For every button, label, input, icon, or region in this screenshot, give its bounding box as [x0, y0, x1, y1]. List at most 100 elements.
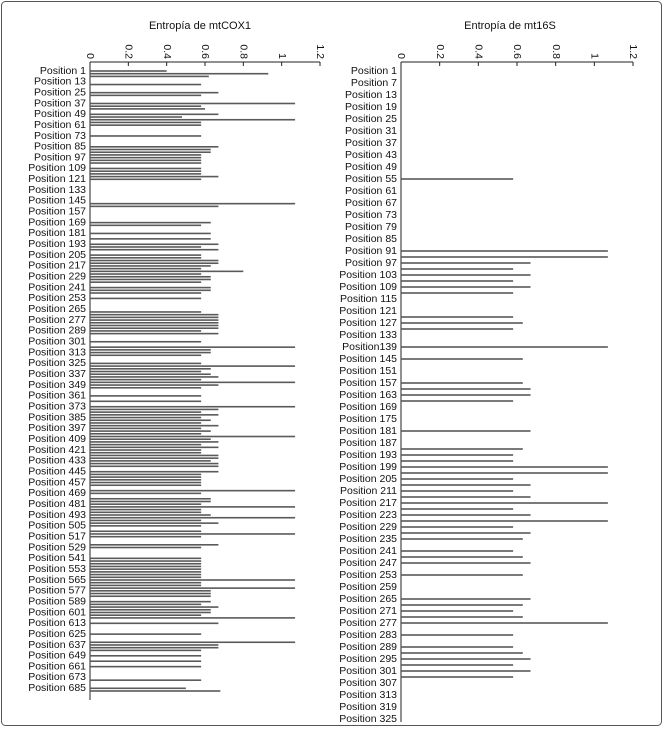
y-tick-label: Position 199: [339, 461, 397, 473]
bar: [90, 506, 296, 508]
bar: [90, 173, 202, 175]
bar: [401, 328, 514, 330]
y-tick-label: Position 97: [34, 151, 86, 163]
bar: [90, 525, 202, 527]
bar: [90, 641, 296, 644]
bar: [401, 322, 523, 324]
bar: [401, 520, 608, 522]
bar: [90, 254, 202, 256]
bar: [90, 600, 211, 603]
y-tick-label: Position 55: [345, 173, 397, 185]
y-tick-label: Position 211: [340, 485, 397, 497]
bar: [401, 646, 514, 648]
y-tick-label: Position 349: [28, 379, 86, 391]
y-tick-label: Position 565: [28, 574, 86, 586]
bar: [401, 610, 514, 612]
bar: [90, 400, 202, 403]
bar: [401, 280, 514, 282]
y-tick-label: Position 397: [28, 422, 86, 434]
bar: [90, 535, 202, 538]
y-tick-label: Position 133: [339, 329, 397, 341]
y-tick-label: Position 241: [339, 545, 397, 557]
bar: [90, 432, 202, 435]
x-tick-label: 1: [589, 53, 601, 59]
bar: [90, 311, 202, 313]
bar: [90, 273, 202, 275]
bar: [90, 349, 211, 351]
bar: [90, 584, 202, 587]
bar: [90, 503, 202, 505]
y-tick-label: Position 127: [339, 317, 397, 329]
y-tick-label: Position 361: [28, 390, 86, 402]
y-tick-label: Position 193: [339, 449, 397, 461]
bar: [90, 278, 211, 281]
x-tick-label: 1: [276, 53, 288, 59]
bar: [90, 533, 296, 535]
y-tick-label: Position 43: [345, 149, 397, 161]
y-tick-label: Position 301: [339, 665, 397, 677]
bar: [401, 664, 514, 666]
y-tick-label: Position 205: [28, 249, 86, 261]
x-tick-label: 0.4: [473, 44, 485, 59]
y-tick-label: Position 265: [339, 593, 397, 605]
y-tick-label: Position 325: [28, 357, 86, 369]
bar: [90, 175, 219, 178]
y-tick-label: Position139: [342, 341, 397, 353]
bar: [401, 496, 531, 498]
bar: [90, 292, 202, 294]
bar: [90, 500, 211, 503]
y-tick-label: Position 97: [345, 257, 397, 269]
y-tick-label: Position 25: [34, 86, 86, 98]
bar: [90, 614, 202, 616]
bar: [90, 70, 167, 72]
bar: [401, 268, 514, 270]
bar: [401, 250, 608, 252]
bar: [90, 660, 202, 663]
y-tick-label: Position 193: [28, 238, 86, 250]
bar: [90, 148, 211, 151]
bar: [90, 530, 202, 533]
bar: [90, 351, 211, 354]
x-tick-label: 0: [84, 53, 96, 59]
y-tick-label: Position 625: [28, 628, 86, 640]
y-tick-label: Position 31: [345, 125, 397, 137]
y-tick-label: Position 157: [339, 377, 397, 389]
y-tick-label: Position 121: [339, 305, 397, 317]
bar: [90, 248, 219, 251]
y-tick-label: Position 61: [34, 119, 86, 131]
y-tick-label: Position 529: [28, 541, 86, 553]
y-tick-label: Position 109: [339, 281, 397, 293]
y-tick-label: Position 373: [28, 401, 86, 413]
bar: [90, 365, 296, 367]
bar: [90, 465, 219, 468]
bar: [401, 598, 531, 600]
y-tick-label: Position 601: [28, 606, 86, 618]
y-tick-label: Position 673: [28, 671, 86, 683]
bar: [90, 102, 296, 105]
bar: [90, 94, 202, 97]
bar: [90, 617, 296, 619]
y-tick-label: Position 133: [28, 184, 86, 196]
bar: [401, 658, 531, 660]
bar: [90, 267, 202, 270]
bar: [90, 457, 219, 459]
y-tick-label: Position 421: [28, 444, 86, 456]
bar: [90, 324, 219, 327]
bar: [90, 327, 219, 330]
bar: [90, 116, 182, 118]
bar: [90, 622, 219, 625]
bar: [90, 633, 202, 635]
y-tick-label: Position 307: [339, 677, 397, 689]
bar: [90, 460, 211, 462]
y-tick-label: Position 37: [345, 137, 397, 149]
bar: [90, 332, 219, 335]
x-tick-label: 0.4: [161, 44, 173, 59]
bar: [90, 270, 244, 273]
bar: [90, 649, 202, 652]
bar: [90, 608, 211, 611]
bar: [401, 502, 608, 504]
y-tick-label: Position 67: [345, 197, 397, 209]
bar: [90, 606, 219, 608]
y-tick-label: Position 1: [351, 65, 397, 77]
bar: [90, 378, 202, 381]
